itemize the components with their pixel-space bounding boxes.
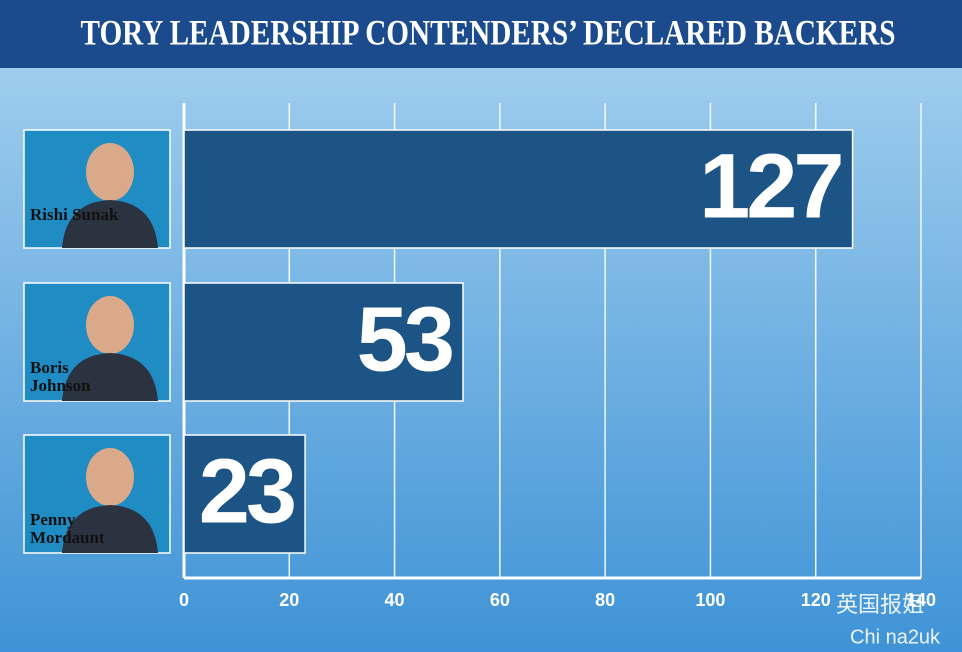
bar — [183, 129, 854, 249]
x-tick-label: 20 — [279, 590, 299, 610]
x-tick-label: 60 — [490, 590, 510, 610]
x-tick-label: 80 — [595, 590, 615, 610]
x-tick-label: 0 — [179, 590, 189, 610]
x-tick-label: 120 — [801, 590, 831, 610]
watermark: 英国报姐 — [836, 592, 924, 617]
value-label: 23 — [199, 440, 294, 542]
watermark: Chi na2uk — [850, 626, 941, 648]
bar — [183, 434, 306, 554]
photo-body — [62, 505, 158, 553]
photo-head — [86, 143, 134, 201]
photo-head — [86, 448, 134, 506]
photo-body — [62, 200, 158, 248]
x-tick-label: 100 — [695, 590, 725, 610]
bar — [183, 282, 464, 402]
x-tick-label: 140 — [906, 590, 936, 610]
category-label: Penny Mordaunt — [30, 510, 105, 547]
value-label: 53 — [357, 288, 452, 390]
photo-body — [62, 353, 158, 401]
category-label: Boris Johnson — [30, 358, 91, 395]
chart-title: TORY LEADERSHIP CONTENDERS’ DECLARED BAC… — [81, 12, 896, 52]
x-tick-label: 40 — [385, 590, 405, 610]
category-label: Rishi Sunak — [30, 205, 119, 224]
title-bar — [0, 0, 962, 68]
photo-head — [86, 296, 134, 354]
value-label: 127 — [699, 135, 841, 237]
